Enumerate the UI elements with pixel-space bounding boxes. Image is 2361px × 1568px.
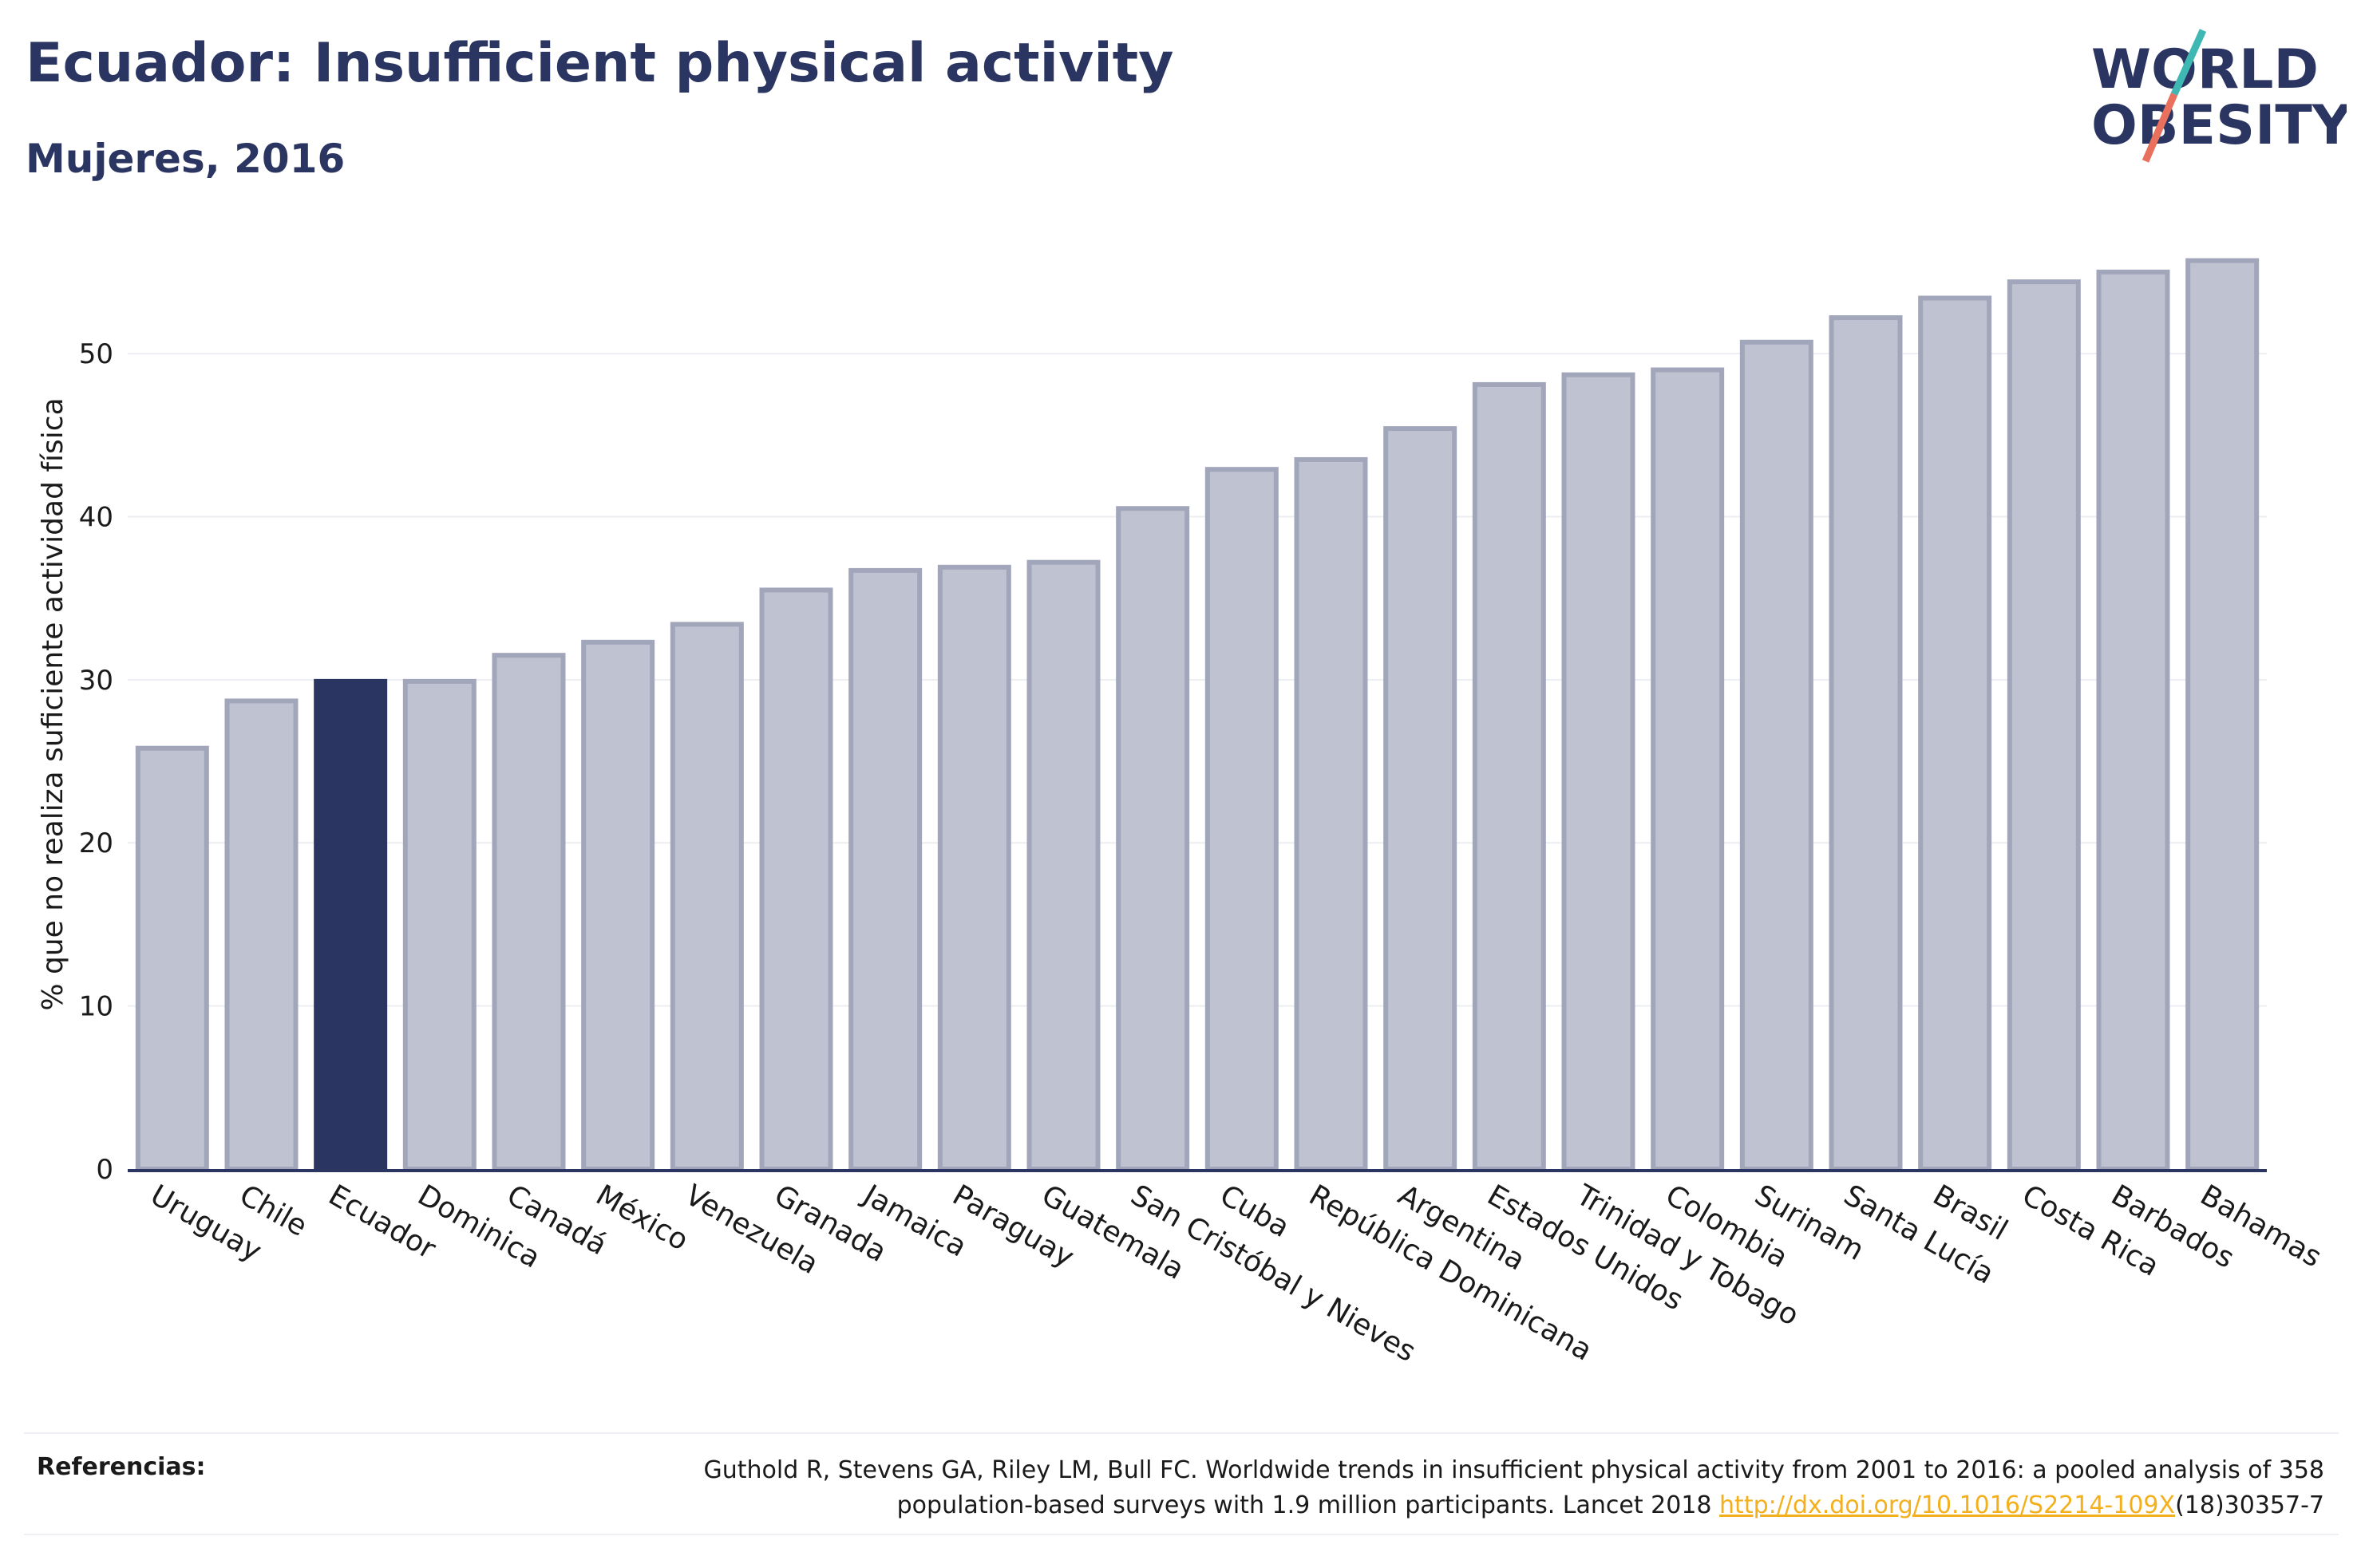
- bar-ecuador: [314, 678, 388, 1171]
- bar-barbados: [2096, 269, 2170, 1171]
- bar-jamaica: [848, 567, 923, 1171]
- y-tick-label: 40: [79, 501, 113, 533]
- bar-santa-luc-a: [1829, 315, 1903, 1172]
- y-tick-label: 10: [79, 991, 113, 1023]
- bar-costa-rica: [2007, 279, 2081, 1171]
- bar-venezuela: [670, 622, 744, 1171]
- bar-uruguay: [135, 745, 209, 1171]
- bar-rep-blica-dominicana: [1294, 456, 1368, 1171]
- bar-chile: [224, 698, 299, 1171]
- bar-trinidad-y-tobago: [1561, 372, 1635, 1171]
- world-obesity-logo: WORLD OBESITY: [2091, 29, 2347, 163]
- bar-guatemala: [1026, 559, 1101, 1171]
- references-label: Referencias:: [37, 1453, 206, 1481]
- bar-colombia: [1651, 367, 1725, 1171]
- y-tick-label: 20: [79, 827, 113, 859]
- chart-title: Ecuador: Insufficient physical activity: [26, 32, 1174, 95]
- y-tick-label: 0: [96, 1154, 113, 1186]
- bar-san-crist-bal-y-nieves: [1116, 506, 1190, 1171]
- bar-canad-: [492, 653, 566, 1171]
- logo-slash-bottom: [2142, 93, 2178, 163]
- references-panel: Referencias: Guthold R, Stevens GA, Rile…: [24, 1432, 2339, 1535]
- y-axis-ticks: 0 10 20 30 40 50: [79, 338, 113, 1186]
- bar-bahamas: [2185, 258, 2260, 1171]
- references-text: Guthold R, Stevens GA, Riley LM, Bull FC…: [528, 1453, 2324, 1523]
- y-tick-label: 50: [79, 338, 113, 370]
- bar-argentina: [1383, 426, 1457, 1171]
- logo-line-1: WORLD: [2091, 38, 2319, 101]
- y-tick-label: 30: [79, 665, 113, 697]
- reference-line-1: Guthold R, Stevens GA, Riley LM, Bull FC…: [703, 1456, 2324, 1484]
- gridlines: [128, 353, 2267, 1007]
- logo-slash-top: [2170, 29, 2207, 96]
- bar-brasil: [1918, 295, 1992, 1171]
- chart-subtitle: Mujeres, 2016: [26, 136, 346, 182]
- bar-surinam: [1739, 339, 1813, 1171]
- bar-paraguay: [937, 564, 1011, 1171]
- reference-doi-link[interactable]: http://dx.doi.org/10.1016/S2214-109X: [1719, 1491, 2176, 1519]
- logo-line-2: OBESITY: [2091, 94, 2347, 157]
- y-axis-label: % que no realiza suficiente actividad fí…: [37, 397, 69, 1010]
- x-tick-label: México: [591, 1179, 694, 1257]
- reference-line-2: population-based surveys with 1.9 millio…: [896, 1491, 1720, 1519]
- bar-m-xico: [581, 639, 655, 1171]
- bar-granada: [759, 587, 833, 1171]
- reference-doi-suffix: (18)30357-7: [2175, 1491, 2324, 1519]
- bar-dominica: [402, 678, 477, 1171]
- bars: [135, 258, 2260, 1172]
- bar-cuba: [1204, 467, 1279, 1171]
- bar-estados-unidos: [1472, 381, 1546, 1171]
